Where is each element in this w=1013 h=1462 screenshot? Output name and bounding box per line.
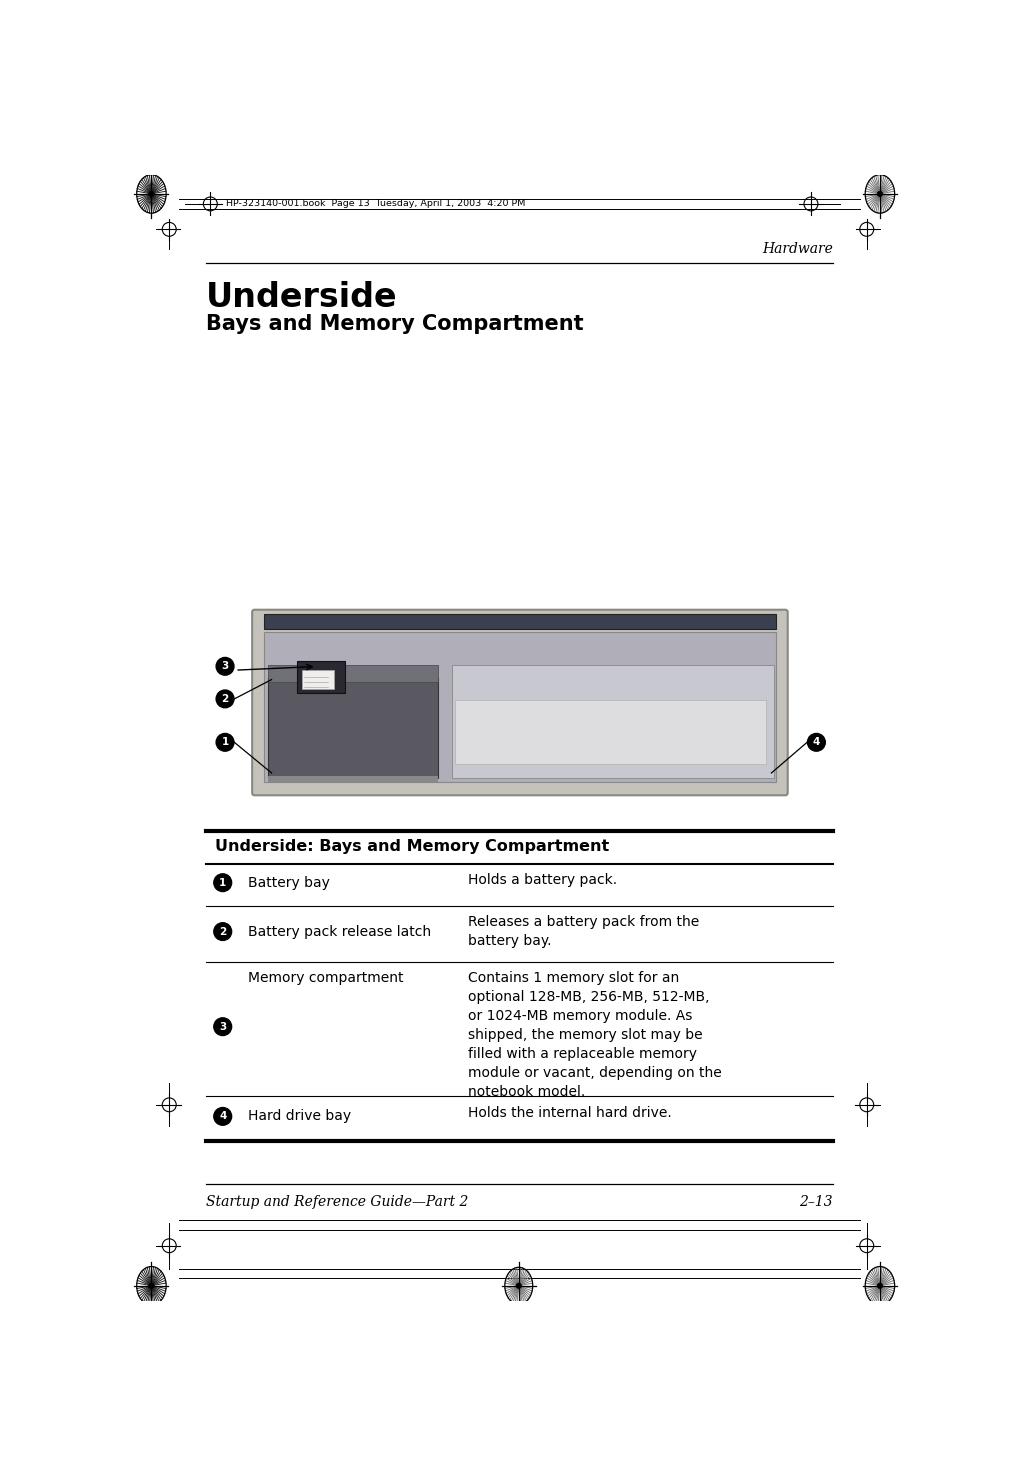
Text: HP-323140-001.book  Page 13  Tuesday, April 1, 2003  4:20 PM: HP-323140-001.book Page 13 Tuesday, Apri… bbox=[226, 199, 525, 208]
Text: 2: 2 bbox=[222, 694, 229, 703]
Text: Hard drive bay: Hard drive bay bbox=[248, 1110, 352, 1123]
Text: 4: 4 bbox=[219, 1111, 227, 1121]
Text: Holds the internal hard drive.: Holds the internal hard drive. bbox=[468, 1105, 672, 1120]
Circle shape bbox=[807, 734, 826, 751]
Bar bbox=[268, 678, 439, 778]
Text: Underside: Bays and Memory Compartment: Underside: Bays and Memory Compartment bbox=[215, 839, 609, 854]
Text: Releases a battery pack from the
battery bay.: Releases a battery pack from the battery… bbox=[468, 915, 699, 949]
Bar bbox=[263, 614, 776, 629]
Circle shape bbox=[214, 923, 232, 940]
Text: 1: 1 bbox=[222, 737, 229, 747]
Circle shape bbox=[214, 1018, 232, 1035]
Text: 3: 3 bbox=[222, 661, 229, 671]
Bar bbox=[302, 671, 334, 689]
Text: Holds a battery pack.: Holds a battery pack. bbox=[468, 873, 617, 887]
Text: Underside: Underside bbox=[206, 281, 397, 314]
Circle shape bbox=[149, 1284, 154, 1288]
Text: Memory compartment: Memory compartment bbox=[248, 971, 404, 985]
Bar bbox=[268, 776, 439, 782]
Bar bbox=[452, 665, 774, 778]
Circle shape bbox=[149, 192, 154, 196]
Text: 2–13: 2–13 bbox=[799, 1194, 833, 1209]
FancyBboxPatch shape bbox=[252, 610, 788, 795]
Circle shape bbox=[877, 192, 882, 196]
Bar bbox=[268, 665, 439, 681]
Text: 1: 1 bbox=[219, 877, 226, 887]
Circle shape bbox=[877, 1284, 882, 1288]
Text: 4: 4 bbox=[812, 737, 821, 747]
Text: 2: 2 bbox=[219, 927, 226, 937]
Circle shape bbox=[214, 874, 232, 892]
Text: Battery bay: Battery bay bbox=[248, 876, 330, 890]
Bar bbox=[456, 700, 766, 763]
Text: Hardware: Hardware bbox=[762, 241, 833, 256]
Circle shape bbox=[216, 734, 234, 751]
Circle shape bbox=[214, 1108, 232, 1126]
Circle shape bbox=[216, 658, 234, 675]
Circle shape bbox=[516, 1284, 522, 1288]
Bar bbox=[297, 661, 345, 693]
Text: Battery pack release latch: Battery pack release latch bbox=[248, 924, 432, 939]
Text: Contains 1 memory slot for an
optional 128-MB, 256-MB, 512-MB,
or 1024-MB memory: Contains 1 memory slot for an optional 1… bbox=[468, 971, 721, 1098]
Text: Startup and Reference Guide—Part 2: Startup and Reference Guide—Part 2 bbox=[206, 1194, 468, 1209]
Text: Bays and Memory Compartment: Bays and Memory Compartment bbox=[206, 314, 583, 333]
Text: 3: 3 bbox=[219, 1022, 226, 1032]
Circle shape bbox=[216, 690, 234, 708]
Bar bbox=[263, 632, 776, 782]
